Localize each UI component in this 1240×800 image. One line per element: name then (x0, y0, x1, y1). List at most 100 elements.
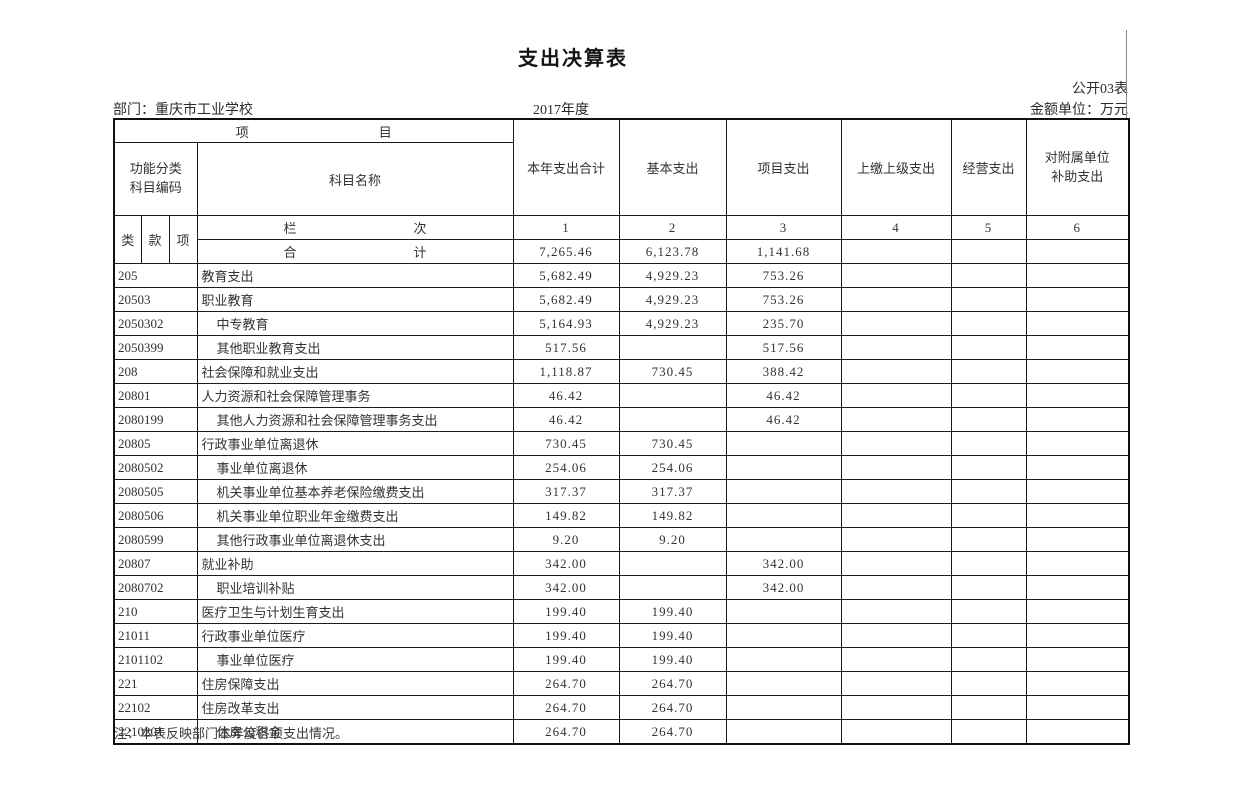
row-value (1025, 263, 1130, 288)
row-code: 2080702 (113, 575, 198, 600)
row-value (840, 335, 952, 360)
total-value (1025, 239, 1130, 264)
row-value (725, 671, 842, 696)
row-code: 2080502 (113, 455, 198, 480)
row-value (840, 695, 952, 720)
row-code: 2050302 (113, 311, 198, 336)
row-value: 199.40 (618, 599, 727, 624)
header-class: 类 (113, 215, 142, 264)
row-value: 730.45 (618, 431, 727, 456)
row-value (725, 527, 842, 552)
department-label: 部门：重庆市工业学校 (113, 103, 253, 118)
row-value: 199.40 (618, 623, 727, 648)
row-name: 机关事业单位基本养老保险缴费支出 (196, 479, 514, 504)
row-value (950, 671, 1027, 696)
row-name: 其他行政事业单位离退休支出 (196, 527, 514, 552)
grand-total-row: 合 计 7,265.46 6,123.78 1,141.68 (114, 239, 1130, 264)
row-name: 其他职业教育支出 (196, 335, 514, 360)
row-value (618, 383, 727, 408)
row-value (950, 263, 1027, 288)
row-value: 517.56 (512, 335, 620, 360)
row-name: 住房保障支出 (196, 671, 514, 696)
row-code: 20807 (113, 551, 198, 576)
row-value: 4,929.23 (618, 263, 727, 288)
row-value (618, 575, 727, 600)
row-value (840, 455, 952, 480)
row-code: 208 (113, 359, 198, 384)
row-value (725, 431, 842, 456)
row-code: 2101102 (113, 647, 198, 672)
row-code: 2080599 (113, 527, 198, 552)
row-code: 20801 (113, 383, 198, 408)
row-name: 职业培训补贴 (196, 575, 514, 600)
row-value (840, 287, 952, 312)
footnote: 注：本表反映部门本年度各项支出情况。 (114, 726, 349, 741)
header-col-basic: 基本支出 (618, 118, 727, 216)
row-name: 职业教育 (196, 287, 514, 312)
row-value: 46.42 (725, 383, 842, 408)
header-col-project: 项目支出 (725, 118, 842, 216)
row-value (1025, 383, 1130, 408)
row-value (1025, 359, 1130, 384)
row-value: 5,682.49 (512, 263, 620, 288)
row-value: 199.40 (512, 599, 620, 624)
expenditure-table: 项 目 本年支出合计 基本支出 项目支出 上缴上级支出 经营支出 对附属单位 补… (113, 118, 1130, 745)
row-value: 730.45 (618, 359, 727, 384)
table-row: 2080599 其他行政事业单位离退休支出 9.20 9.20 (113, 527, 1130, 552)
rank-2: 2 (618, 215, 727, 240)
row-value (1025, 551, 1130, 576)
row-value: 730.45 (512, 431, 620, 456)
row-name: 住房改革支出 (196, 695, 514, 720)
row-value (725, 503, 842, 528)
table-row: 210 医疗卫生与计划生育支出 199.40 199.40 (113, 599, 1130, 624)
table-row: 2080502 事业单位离退休 254.06 254.06 (113, 455, 1130, 480)
row-value: 199.40 (512, 647, 620, 672)
row-value: 5,164.93 (512, 311, 620, 336)
row-value (1025, 695, 1130, 720)
row-value: 9.20 (512, 527, 620, 552)
row-value (1025, 719, 1130, 745)
row-value: 342.00 (512, 575, 620, 600)
row-value (840, 647, 952, 672)
amount-unit-label: 金额单位：万元 (1030, 103, 1128, 118)
row-value (950, 647, 1027, 672)
row-code: 205 (113, 263, 198, 288)
row-value (840, 719, 952, 745)
row-name: 行政事业单位离退休 (196, 431, 514, 456)
header-col-total: 本年支出合计 (512, 118, 620, 216)
row-value (618, 407, 727, 432)
table-row: 20801 人力资源和社会保障管理事务 46.42 46.42 (113, 383, 1130, 408)
row-name: 行政事业单位医疗 (196, 623, 514, 648)
row-value (1025, 407, 1130, 432)
row-name: 人力资源和社会保障管理事务 (196, 383, 514, 408)
public-table-code: 公开03表 (1072, 82, 1128, 97)
header-row-rank: 类 款 项 栏 次 1 2 3 4 5 6 (113, 215, 1130, 264)
header-row-subject: 功能分类 科目编码 科目名称 (113, 142, 1129, 216)
row-code: 2050399 (113, 335, 198, 360)
row-value (840, 407, 952, 432)
row-value (1025, 647, 1130, 672)
row-value (725, 455, 842, 480)
row-value (1025, 431, 1130, 456)
row-value (840, 311, 952, 336)
row-value: 753.26 (725, 287, 842, 312)
row-value (1025, 527, 1130, 552)
row-value (950, 479, 1027, 504)
row-value: 5,682.49 (512, 287, 620, 312)
row-value: 342.00 (512, 551, 620, 576)
row-value: 235.70 (725, 311, 842, 336)
row-value (725, 623, 842, 648)
row-value (950, 455, 1027, 480)
row-value: 4,929.23 (618, 311, 727, 336)
row-value: 264.70 (512, 671, 620, 696)
total-value: 7,265.46 (512, 239, 620, 264)
row-value: 46.42 (512, 407, 620, 432)
row-code: 210 (113, 599, 198, 624)
row-code: 2210201 (113, 719, 198, 745)
row-value (950, 287, 1027, 312)
table-row: 2080505 机关事业单位基本养老保险缴费支出 317.37 317.37 (113, 479, 1130, 504)
row-code: 2080199 (113, 407, 198, 432)
row-value (1025, 623, 1130, 648)
table-row: 20805 行政事业单位离退休 730.45 730.45 (113, 431, 1130, 456)
row-value: 264.70 (512, 719, 620, 745)
